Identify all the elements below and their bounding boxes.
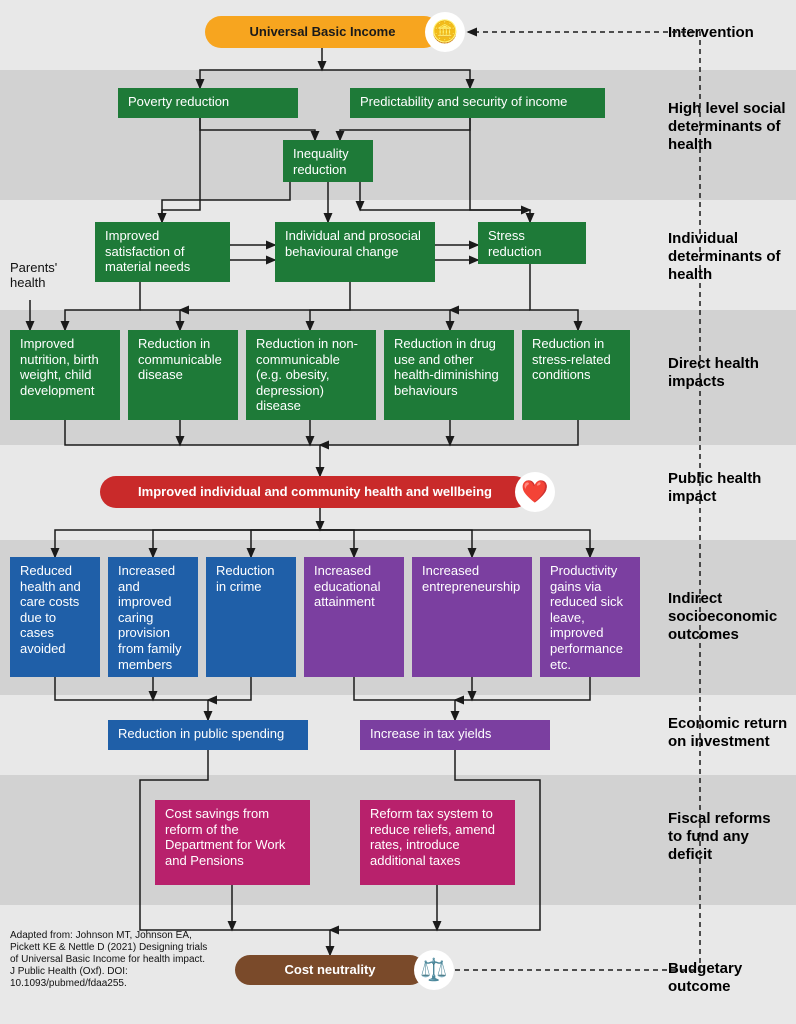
node-behaviour: Individual and prosocial behavioural cha…	[275, 222, 435, 282]
node-nutrition: Improved nutrition, birth weight, child …	[10, 330, 120, 420]
node-predict: Predictability and security of income	[350, 88, 605, 118]
node-crime: Reduction in crime	[206, 557, 296, 677]
node-taxyield: Increase in tax yields	[360, 720, 550, 750]
node-poverty: Poverty reduction	[118, 88, 298, 118]
band-label: Intervention	[668, 24, 788, 42]
band-label: Direct health impacts	[668, 355, 788, 391]
side-label-parents: Parents' health	[10, 260, 80, 290]
diagram-canvas: Intervention High level social determinan…	[0, 0, 796, 1024]
coins-icon: 🪙	[425, 12, 465, 52]
node-improved_health: Improved individual and community health…	[100, 476, 530, 508]
scales-icon: ⚖️	[414, 950, 454, 990]
band-label: Public health impact	[668, 470, 788, 506]
node-redspend: Reduction in public spending	[108, 720, 308, 750]
band-label: High level social determinants of health	[668, 100, 788, 154]
node-improved_sat: Improved satisfaction of material needs	[95, 222, 230, 282]
node-noncomm: Reduction in non-communicable (e.g. obes…	[246, 330, 376, 420]
node-costneutral: Cost neutrality	[235, 955, 425, 985]
node-stress: Stress reduction	[478, 222, 586, 264]
band-label: Fiscal reforms to fund any deficit	[668, 810, 788, 864]
node-stresscond: Reduction in stress-related conditions	[522, 330, 630, 420]
node-commdis: Reduction in communicable disease	[128, 330, 238, 420]
node-druguse: Reduction in drug use and other health-d…	[384, 330, 514, 420]
node-reduced_cost: Reduced health and care costs due to cas…	[10, 557, 100, 677]
node-productivity: Productivity gains via reduced sick leav…	[540, 557, 640, 677]
band-label: Individual determinants of health	[668, 230, 788, 284]
node-caring: Increased and improved caring provision …	[108, 557, 198, 677]
band-label: Indirect socioeconomic outcomes	[668, 590, 788, 644]
node-ubi: Universal Basic Income	[205, 16, 440, 48]
node-costsavings: Cost savings from reform of the Departme…	[155, 800, 310, 885]
node-reformtax: Reform tax system to reduce reliefs, ame…	[360, 800, 515, 885]
band-label: Budgetary outcome	[668, 960, 788, 996]
heart-icon: ❤️	[515, 472, 555, 512]
node-entrepreneur: Increased entrepreneurship	[412, 557, 532, 677]
band-label: Economic return on investment	[668, 715, 788, 751]
citation: Adapted from: Johnson MT, Johnson EA, Pi…	[10, 930, 210, 990]
node-edu: Increased educational attainment	[304, 557, 404, 677]
node-inequality: Inequality reduction	[283, 140, 373, 182]
